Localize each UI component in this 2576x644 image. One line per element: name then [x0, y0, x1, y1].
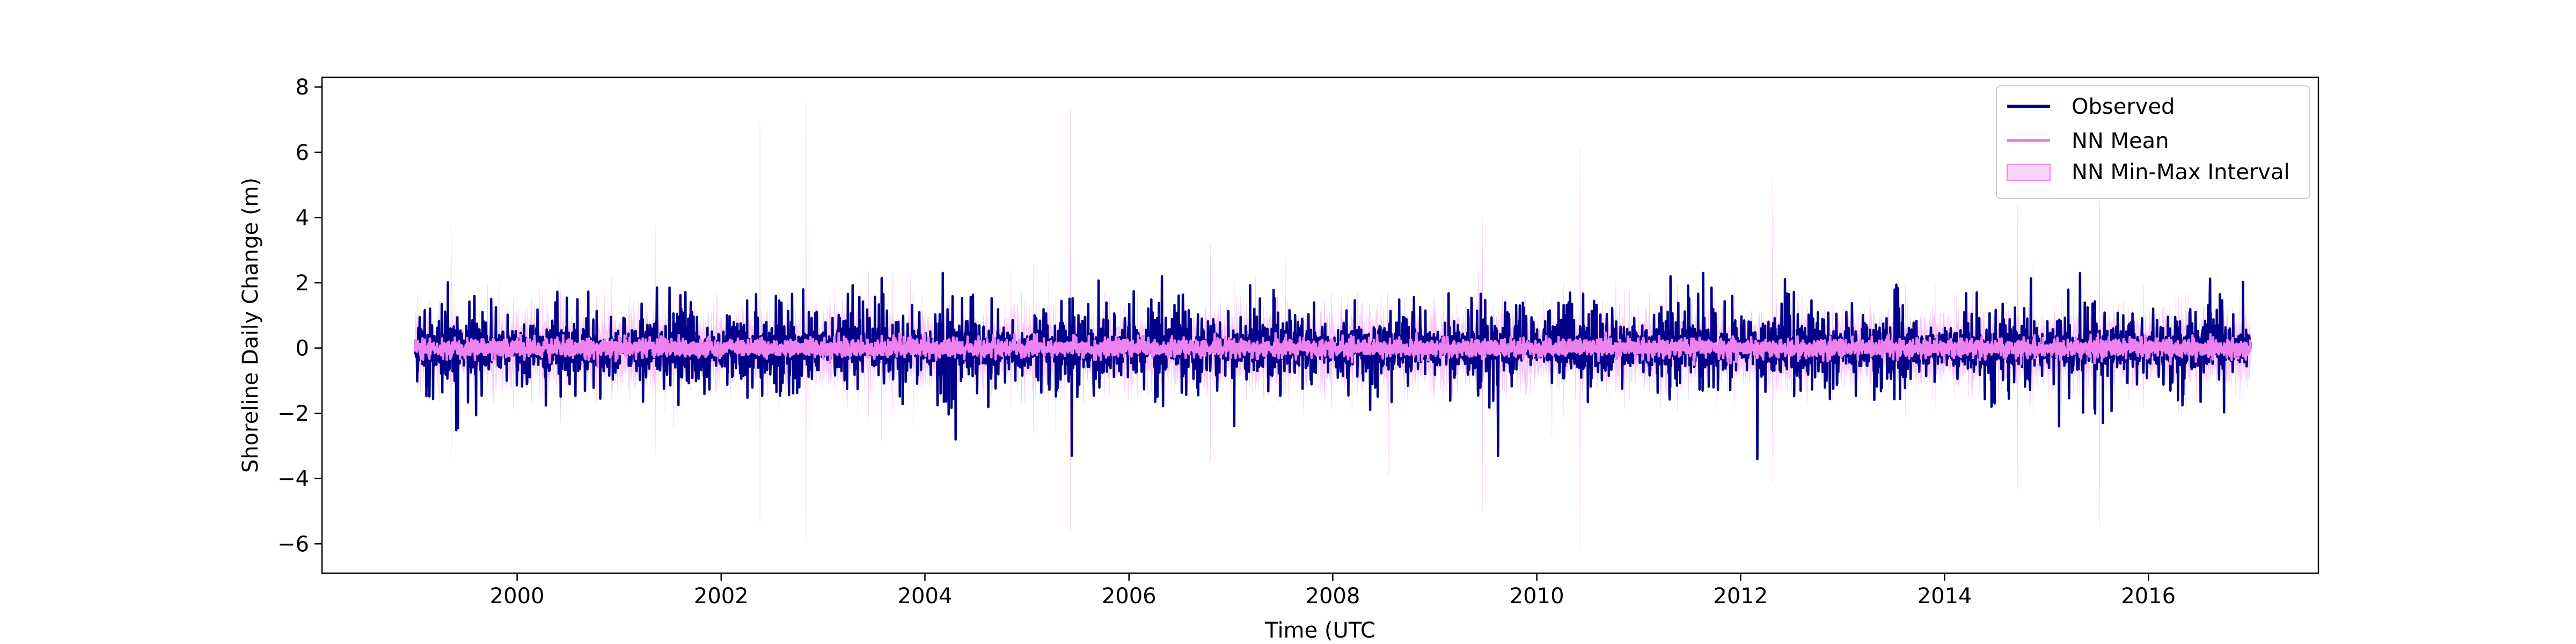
x-tick-label-2004: 2004: [898, 584, 953, 609]
plot-frame: [321, 76, 2319, 574]
series-nn-mean-line: [414, 331, 2252, 368]
x-tick-label-2006: 2006: [1102, 584, 1157, 609]
y-tick-label-2: 2: [296, 271, 309, 296]
legend-label-nn-interval: NN Min-Max Interval: [2072, 160, 2290, 185]
legend-label-observed: Observed: [2072, 94, 2175, 119]
x-tick-label-2010: 2010: [1510, 584, 1564, 609]
x-tick-label-2000: 2000: [490, 584, 545, 609]
legend-label-nn-mean: NN Mean: [2072, 129, 2169, 153]
y-tick-label--4: −4: [277, 467, 309, 492]
legend-swatch-nn-interval: [2007, 164, 2051, 181]
x-tick-label-2014: 2014: [1918, 584, 1972, 609]
x-axis-label: Time (UTC: [1264, 618, 1375, 643]
y-tick-label--6: −6: [277, 532, 309, 557]
legend-frame: [1996, 85, 2310, 199]
axes-layer: 2000 2002 2004 2006 2008 2010 2012 2014 2016 −6 −4…: [277, 75, 2319, 609]
x-tick-label-2012: 2012: [1713, 584, 1768, 609]
series-layer: [414, 103, 2252, 551]
y-tick-label-8: 8: [296, 75, 309, 100]
y-tick-label-4: 4: [296, 206, 309, 230]
series-nn-interval-band: [415, 103, 2251, 551]
x-tick-label-2016: 2016: [2121, 584, 2176, 609]
y-tick-label--2: −2: [277, 401, 309, 426]
y-tick-label-0: 0: [296, 336, 309, 361]
y-axis-label: Shoreline Daily Change (m): [238, 178, 263, 473]
x-tick-label-2008: 2008: [1306, 584, 1360, 609]
y-tick-label-6: 6: [296, 141, 309, 165]
x-tick-label-2002: 2002: [694, 584, 749, 609]
legend: Observed NN Mean NN Min-Max Interval: [1996, 85, 2310, 199]
